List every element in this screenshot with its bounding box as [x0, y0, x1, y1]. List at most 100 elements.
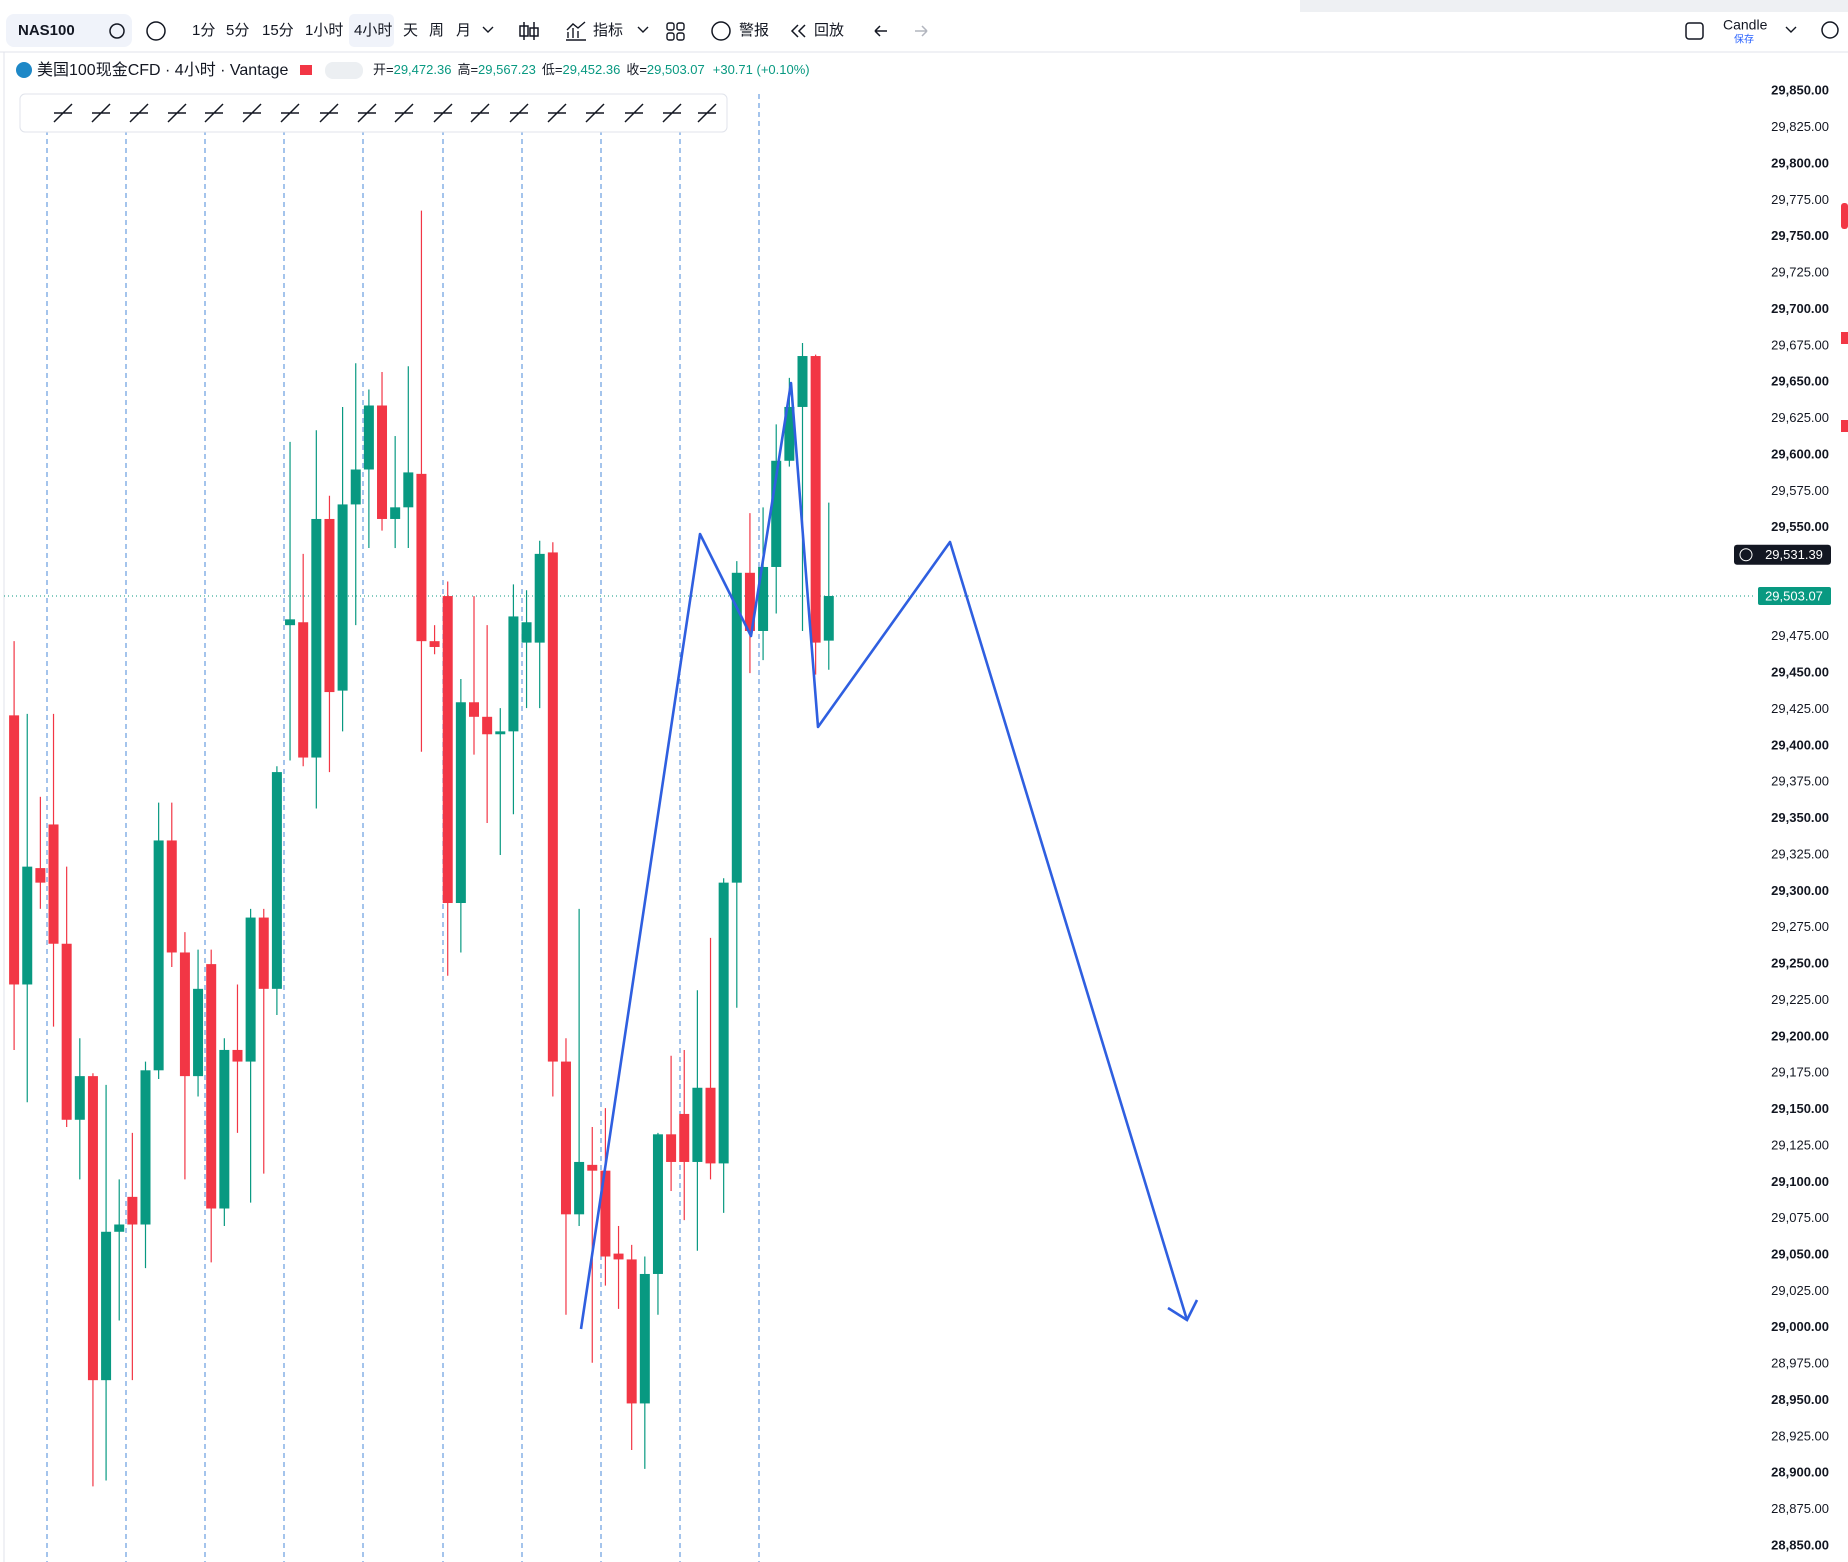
tool-glyph: [394, 103, 414, 123]
candle-body: [797, 356, 808, 407]
symbol[interactable]: NAS100: [18, 22, 75, 39]
legend-change: +30.71 (+0.10%): [713, 62, 810, 77]
layout-menu[interactable]: [1785, 26, 1797, 33]
tool-glyph: [280, 103, 300, 123]
y-tick-label: 29,000.00: [1771, 1319, 1829, 1334]
candle-body: [705, 1087, 716, 1164]
candle-body: [600, 1170, 611, 1257]
layout-name[interactable]: Candle: [1723, 17, 1768, 33]
symbol-icon[interactable]: [109, 23, 125, 39]
drawing-tool[interactable]: [547, 103, 567, 123]
interval[interactable]: 5分: [226, 22, 249, 39]
indicator-menu[interactable]: [637, 26, 649, 33]
drawing-tool[interactable]: [204, 103, 224, 123]
interval[interactable]: 1分: [192, 22, 215, 39]
drawing-tool[interactable]: [433, 103, 453, 123]
y-tick-label: 28,850.00: [1771, 1537, 1829, 1552]
candle-body: [587, 1164, 598, 1171]
candle-body: [311, 518, 322, 758]
drawing-tool[interactable]: [470, 103, 490, 123]
candle-body: [350, 469, 361, 505]
drawing-tool[interactable]: [697, 103, 717, 123]
symbol-box[interactable]: [6, 14, 132, 47]
drawing-tool[interactable]: [242, 103, 262, 123]
candle-body: [679, 1113, 690, 1162]
indicators[interactable]: 指标: [593, 22, 623, 39]
tool-glyph: [624, 103, 644, 123]
candle-body: [692, 1087, 703, 1162]
candle-body: [560, 1061, 571, 1215]
candle-body: [784, 406, 795, 461]
legend-label: 收=: [626, 62, 647, 77]
crosshair-box: [1734, 544, 1831, 565]
indicator-icon[interactable]: [566, 21, 586, 41]
tool-glyph: [319, 103, 339, 123]
y-tick-label: 28,950.00: [1771, 1392, 1829, 1407]
tool-glyph: [433, 103, 453, 123]
drawing-tool[interactable]: [53, 103, 73, 123]
y-tick-label: 28,975.00: [1771, 1356, 1829, 1371]
add-symbol[interactable]: [146, 21, 166, 41]
replay[interactable]: 回放: [814, 22, 844, 39]
legend: 美国100现金CFD · 4小时 · Vantage 开=29,472.36 高=2…: [37, 61, 810, 79]
drawing-tool[interactable]: [662, 103, 682, 123]
chart-type-icon[interactable]: [519, 22, 539, 40]
tool-glyph: [585, 103, 605, 123]
candle-body: [810, 356, 821, 643]
drawing-tool[interactable]: [624, 103, 644, 123]
drawing-tool[interactable]: [585, 103, 605, 123]
candle-body: [377, 405, 388, 519]
drawing-tool[interactable]: [357, 103, 377, 123]
drawing-tool[interactable]: [167, 103, 187, 123]
interval[interactable]: 4小时: [354, 22, 392, 39]
drawing-tool[interactable]: [129, 103, 149, 123]
candle-body: [87, 1076, 98, 1381]
y-tick-label: 29,225.00: [1771, 992, 1829, 1007]
candle-body: [166, 840, 177, 953]
undo[interactable]: [874, 25, 887, 37]
interval-menu[interactable]: [482, 26, 494, 33]
legend-label: 开=: [373, 62, 394, 77]
y-tick-label: 29,550.00: [1771, 519, 1829, 534]
alert-icon[interactable]: [711, 21, 731, 41]
candle-body: [574, 1161, 585, 1215]
interval[interactable]: 15分: [262, 22, 294, 39]
layout-icon[interactable]: [1685, 22, 1704, 40]
replay-icon[interactable]: [790, 24, 806, 38]
candle-body: [48, 824, 59, 944]
redo[interactable]: [915, 25, 928, 37]
candle-body: [285, 619, 296, 626]
search[interactable]: [1821, 21, 1839, 39]
drawing-tool[interactable]: [280, 103, 300, 123]
candle-body: [22, 866, 33, 985]
candle-body: [271, 772, 282, 989]
layouts-icon[interactable]: [666, 22, 685, 41]
candle-body: [403, 472, 414, 508]
y-tick-label: 29,400.00: [1771, 737, 1829, 752]
candle-body: [482, 716, 493, 735]
drawing-tool[interactable]: [394, 103, 414, 123]
interval[interactable]: 周: [429, 22, 444, 39]
y-tick-label: 29,825.00: [1771, 119, 1829, 134]
candle-body: [429, 641, 440, 647]
tool-glyph: [91, 103, 111, 123]
candle-body: [101, 1231, 112, 1381]
interval[interactable]: 月: [456, 22, 471, 39]
candle-body: [613, 1253, 624, 1260]
candle-body: [363, 405, 374, 470]
edge-marker: [1841, 332, 1848, 344]
save[interactable]: 保存: [1734, 33, 1754, 46]
alerts[interactable]: 警报: [739, 22, 769, 39]
drawing-tool[interactable]: [509, 103, 529, 123]
interval[interactable]: 1小时: [305, 22, 343, 39]
y-tick-label: 29,800.00: [1771, 155, 1829, 170]
candle-body: [666, 1134, 677, 1162]
interval[interactable]: 天: [403, 22, 418, 39]
candle-body: [245, 917, 256, 1062]
candle-body: [744, 572, 755, 631]
candle-body: [153, 840, 164, 1071]
drawing-tool[interactable]: [91, 103, 111, 123]
candle-body: [758, 566, 769, 631]
candle-body: [114, 1224, 125, 1232]
drawing-tool[interactable]: [319, 103, 339, 123]
